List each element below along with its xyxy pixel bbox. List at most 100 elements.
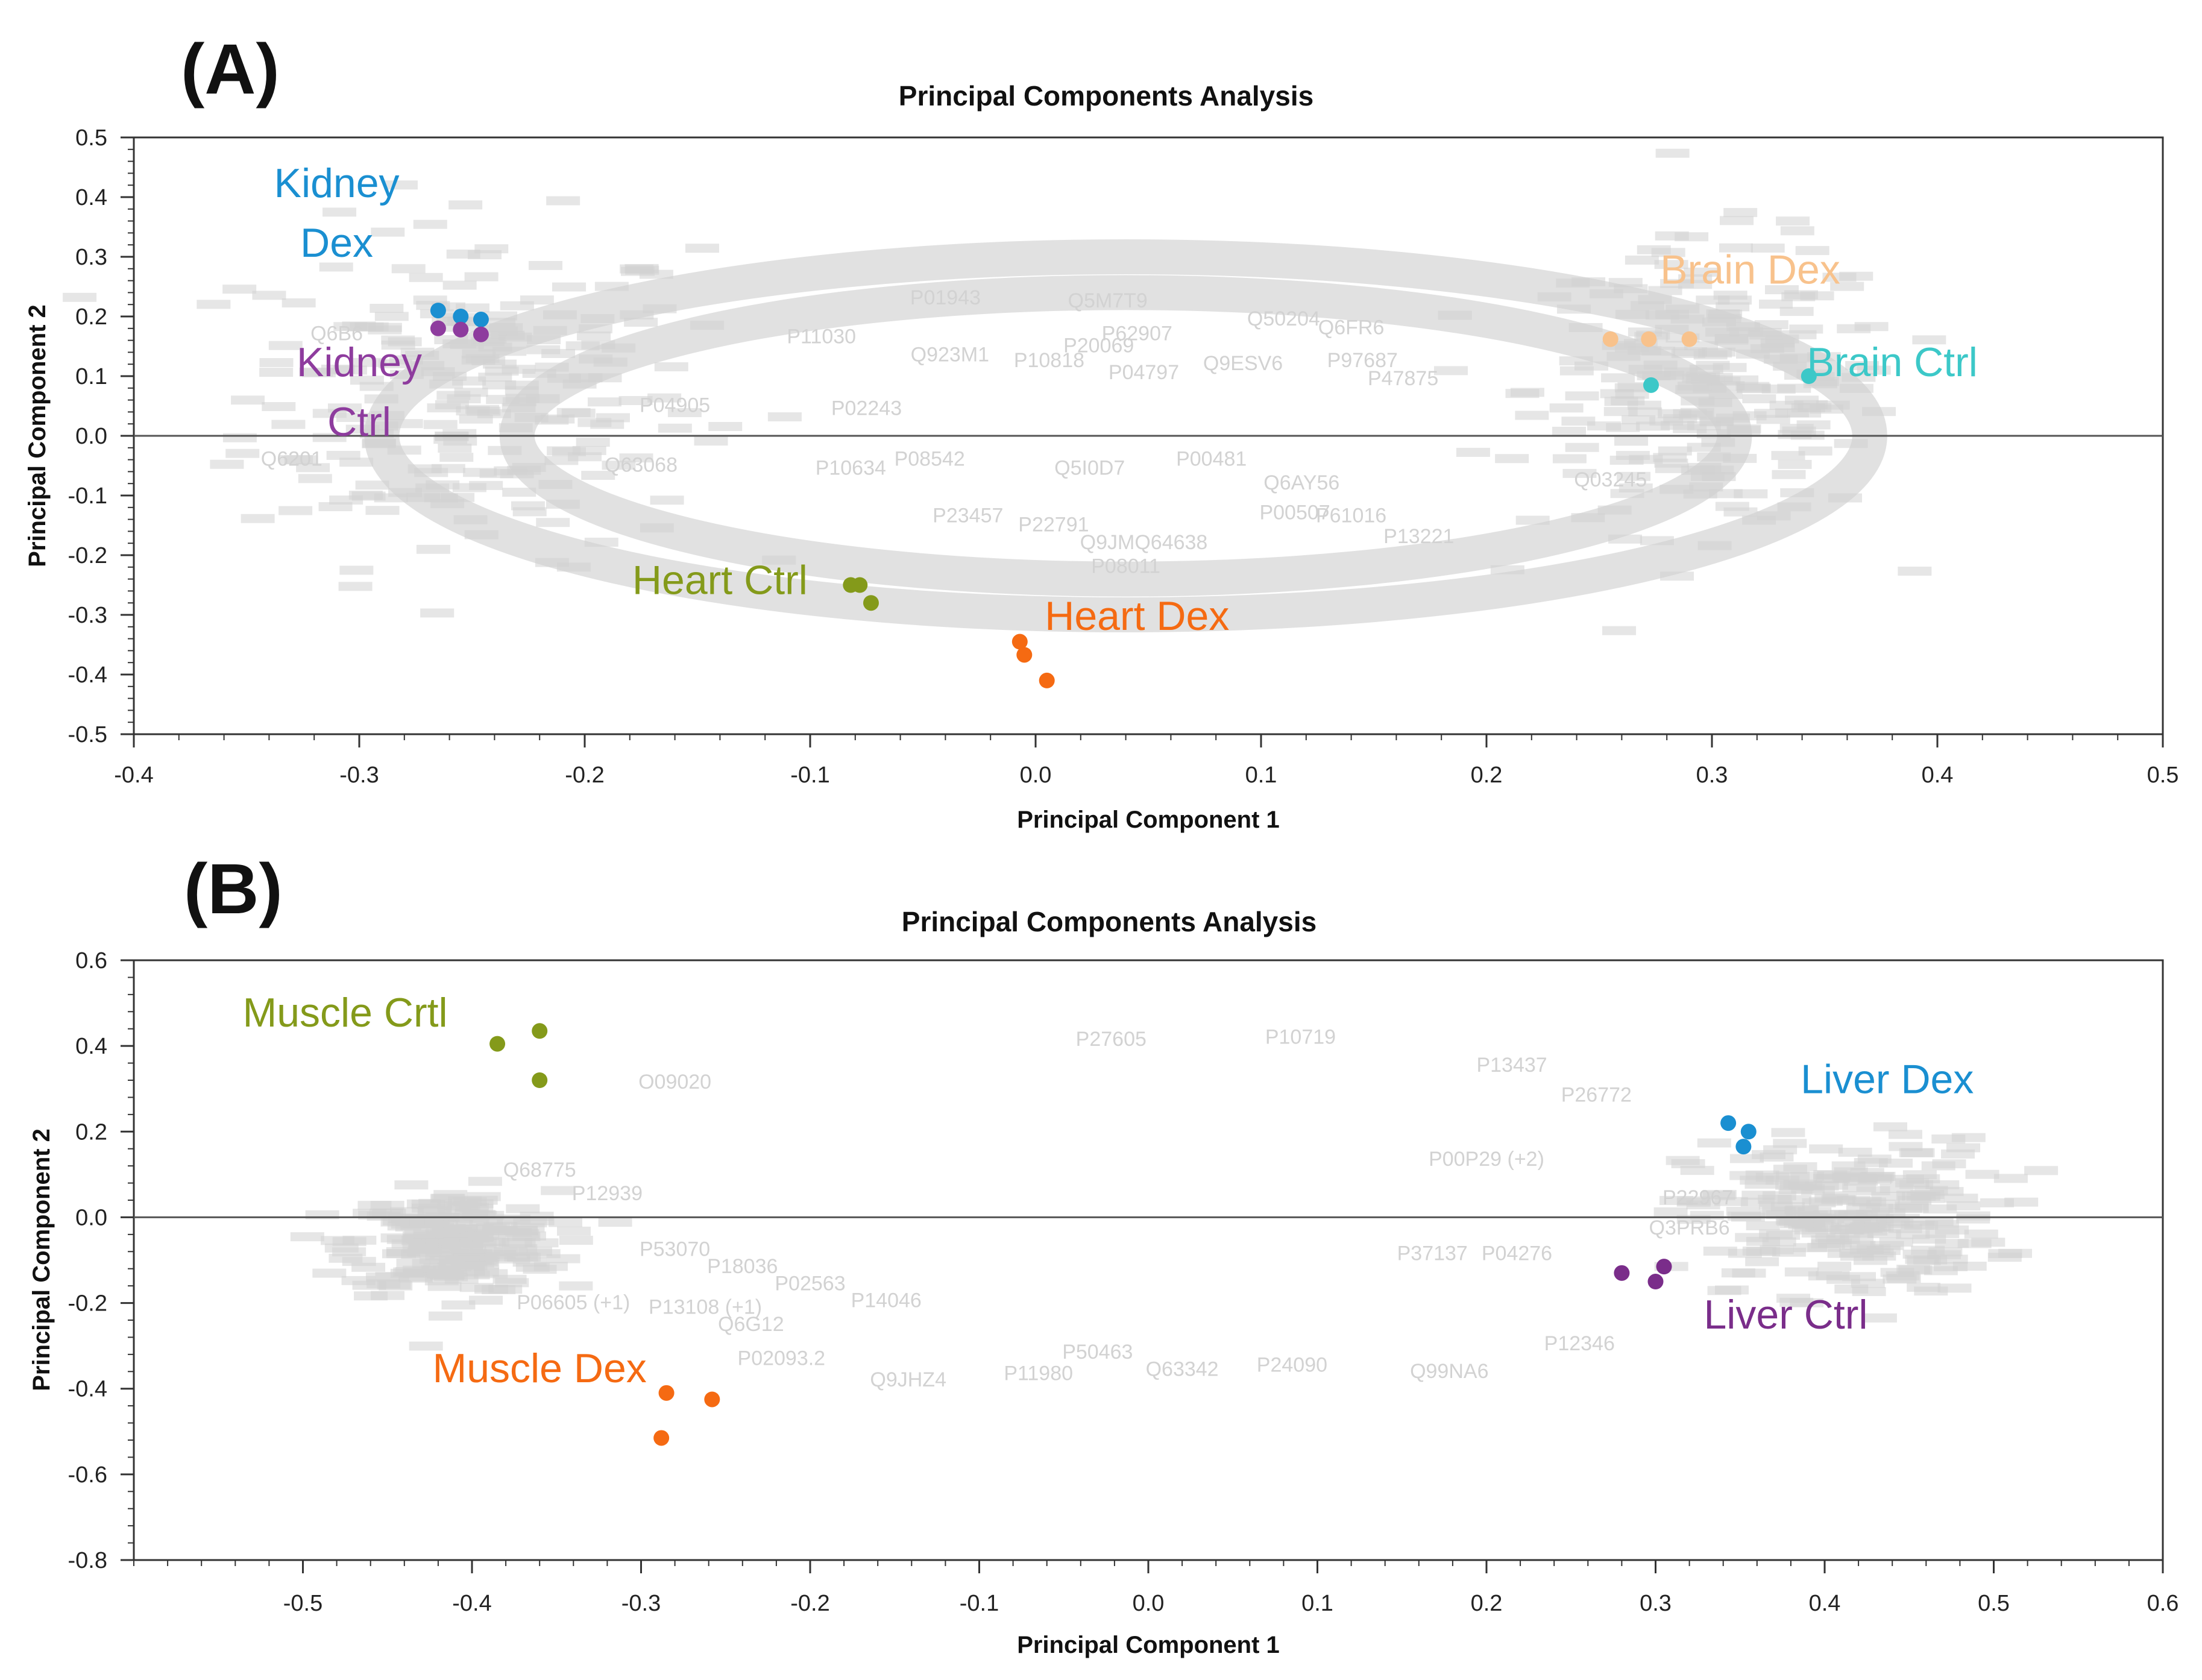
y-tick-label: -0.3 <box>68 603 107 628</box>
loading-mark <box>535 415 569 425</box>
loading-mark <box>284 455 318 465</box>
loading-mark <box>433 1190 468 1200</box>
loading-mark <box>708 422 743 432</box>
loading-mark <box>463 468 497 477</box>
loading-mark <box>362 438 397 448</box>
loading-mark <box>1677 1196 1711 1206</box>
loading-mark <box>387 445 421 455</box>
loading-mark <box>1696 429 1731 439</box>
loading-mark <box>1683 489 1717 499</box>
data-point <box>532 1072 548 1088</box>
loading-mark <box>1515 515 1550 525</box>
loading-label: P14046 <box>851 1289 922 1312</box>
loading-mark <box>1895 1178 1930 1188</box>
loading-mark <box>1666 1156 1700 1165</box>
loading-mark <box>552 282 587 292</box>
x-tick-label: -0.1 <box>960 1591 999 1616</box>
loading-label: P13108 (+1) <box>649 1295 762 1318</box>
loading-mark <box>400 347 435 357</box>
loading-mark <box>1611 396 1645 406</box>
loading-label: P12939 <box>572 1182 643 1205</box>
loading-mark <box>1941 1149 1975 1159</box>
loading-mark <box>1556 304 1591 314</box>
loading-mark <box>1565 442 1599 452</box>
loading-mark <box>210 459 244 469</box>
loading-mark <box>471 356 506 366</box>
loading-mark <box>518 1247 552 1256</box>
loading-mark <box>618 395 653 405</box>
loading-mark <box>650 496 684 505</box>
loading-mark <box>1783 1179 1817 1189</box>
loading-mark <box>1618 483 1653 493</box>
panel-label: (A) <box>181 30 280 109</box>
loading-mark <box>438 1211 472 1221</box>
loading-mark <box>546 499 580 509</box>
x-axis: -0.5 -0.4 -0.3 -0.2 -0.1 0.0 0.1 0.2 0.3 0.4 0.5 0.… <box>133 1560 2178 1616</box>
loading-mark <box>231 395 265 405</box>
loading-mark <box>1515 411 1549 420</box>
x-axis: -0.4 -0.3 -0.2 -0.1 0.0 0.1 0.2 0.3 0.4 0.5 <box>114 734 2178 788</box>
loading-label: P00481 <box>1176 448 1247 471</box>
loading-mark <box>1708 389 1743 399</box>
loading-mark <box>1861 407 1896 417</box>
loading-mark <box>1625 255 1659 265</box>
series-brain-ctrl <box>1643 368 1817 393</box>
loading-mark <box>1719 243 1753 253</box>
background-loadings: P27605 P10719 O09020 P13437 P26772 P00P29 (+2… <box>290 1026 2059 1391</box>
loading-mark <box>535 362 569 372</box>
loading-mark <box>499 423 533 433</box>
data-point <box>453 321 469 338</box>
loading-mark <box>1883 1274 1917 1284</box>
loading-mark <box>1601 373 1635 383</box>
loading-mark <box>694 436 728 446</box>
loading-label: P10719 <box>1265 1026 1336 1049</box>
loading-mark <box>587 397 621 407</box>
loading-mark <box>454 388 488 397</box>
x-tick-label: 0.0 <box>1133 1591 1165 1616</box>
loading-mark <box>1735 349 1770 359</box>
loading-mark <box>1807 352 1841 362</box>
data-point <box>473 326 489 342</box>
loading-mark <box>338 582 373 591</box>
loading-label: Q9ESV6 <box>1203 352 1283 375</box>
loading-label: Q03245 <box>1574 468 1647 491</box>
loading-mark <box>1987 1253 2022 1262</box>
loading-mark <box>290 1232 324 1242</box>
loading-mark <box>1707 1286 1741 1295</box>
loading-mark <box>1608 534 1643 544</box>
annotation-muscle-crtl: Muscle Crtl <box>243 990 448 1036</box>
loading-mark <box>1660 278 1694 288</box>
y-tick-label: 0.4 <box>75 185 107 210</box>
loading-mark <box>355 480 389 490</box>
loading-label: Q5M7T9 <box>1068 289 1148 312</box>
loading-mark <box>433 1228 468 1238</box>
loading-mark <box>262 401 296 411</box>
loading-mark <box>1746 1221 1780 1230</box>
x-tick-label: 0.3 <box>1640 1591 1672 1616</box>
data-point <box>704 1391 720 1408</box>
loading-mark <box>1971 1238 2005 1247</box>
loading-mark <box>391 264 426 274</box>
loading-label: P13221 <box>1383 525 1454 548</box>
loading-mark <box>1871 1192 1905 1201</box>
data-point <box>1016 647 1033 663</box>
loading-mark <box>1873 1122 1907 1131</box>
loading-mark <box>326 450 360 460</box>
loading-mark <box>1773 361 1807 371</box>
loading-label: P10634 <box>816 456 886 479</box>
loading-mark <box>1809 404 1843 414</box>
data-point <box>430 303 446 319</box>
loading-mark <box>658 423 692 433</box>
loading-mark <box>351 1262 386 1272</box>
loading-mark <box>222 433 257 442</box>
loading-mark <box>1838 1147 1872 1157</box>
loading-mark <box>1706 309 1740 319</box>
loading-mark <box>538 480 573 489</box>
loading-mark <box>482 318 516 327</box>
loading-mark <box>443 436 477 446</box>
loading-mark <box>602 461 636 470</box>
loading-label: P62907 <box>1102 322 1172 345</box>
data-point <box>1643 377 1659 393</box>
loading-label: Q6FR6 <box>1318 316 1385 339</box>
loading-mark <box>1771 451 1805 461</box>
